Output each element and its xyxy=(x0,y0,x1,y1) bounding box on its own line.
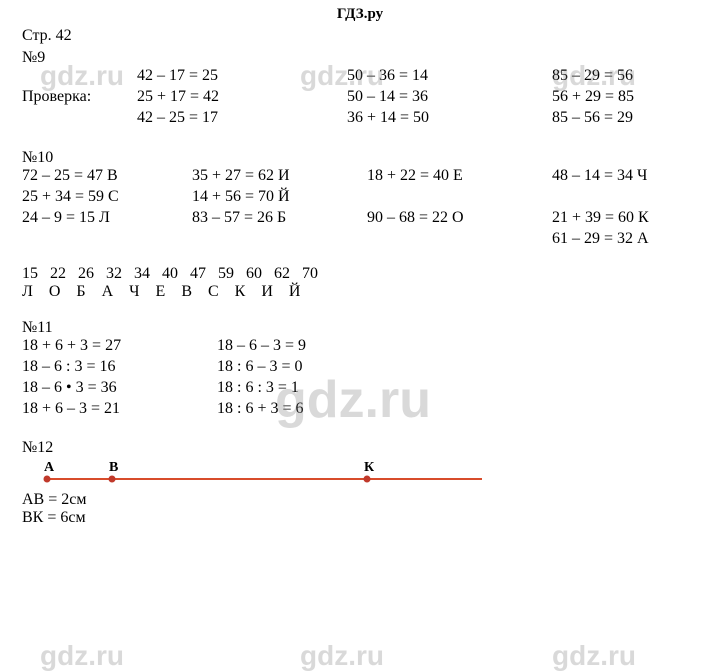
task11-eqn: 18 – 6 • 3 = 36 xyxy=(22,379,117,397)
task10-eqn: 24 – 9 = 15 Л xyxy=(22,209,110,227)
page-content: Стр. 42 №9 Проверка: 42 – 17 = 25 25 + 17… xyxy=(0,27,720,527)
line-point-label: К xyxy=(364,460,375,475)
watermark: gdz.ru xyxy=(552,640,636,672)
task11-eqn: 18 : 6 – 3 = 0 xyxy=(217,358,302,376)
task11-eqn: 18 : 6 : 3 = 1 xyxy=(217,379,299,397)
task12-figure: АВК xyxy=(22,457,698,489)
line-point xyxy=(364,476,371,483)
task12-measure-ab: АВ = 2см xyxy=(22,491,698,509)
task10-eqn: 18 + 22 = 40 Е xyxy=(367,167,463,185)
line-point-label: В xyxy=(109,460,118,475)
task10-number: №10 xyxy=(22,149,698,167)
task10-letters-row: Л О Б А Ч Е В С К И Й xyxy=(22,283,698,301)
task9-eqn: 42 – 25 = 17 xyxy=(137,109,218,127)
page-reference: Стр. 42 xyxy=(22,27,698,45)
task10-eqn: 21 + 39 = 60 К xyxy=(552,209,649,227)
task10-grid: 72 – 25 = 47 В 35 + 27 = 62 И 18 + 22 = 40… xyxy=(22,167,698,251)
task9-eqn: 50 – 36 = 14 xyxy=(347,67,428,85)
task11-number: №11 xyxy=(22,319,698,337)
task11-eqn: 18 – 6 : 3 = 16 xyxy=(22,358,115,376)
task9-eqn: 56 + 29 = 85 xyxy=(552,88,634,106)
task12-number: №12 xyxy=(22,439,698,457)
task11-eqn: 18 – 6 – 3 = 9 xyxy=(217,337,306,355)
task11-eqn: 18 : 6 + 3 = 6 xyxy=(217,400,304,418)
line-point-label: А xyxy=(44,460,55,475)
task10-numbers-row: 15 22 26 32 34 40 47 59 60 62 70 xyxy=(22,265,698,283)
task10-eqn: 90 – 68 = 22 О xyxy=(367,209,464,227)
task10-eqn: 61 – 29 = 32 А xyxy=(552,230,649,248)
task9-body: Проверка: 42 – 17 = 25 25 + 17 = 42 42 – 2… xyxy=(22,67,698,131)
task9-number: №9 xyxy=(22,49,698,67)
task11-eqn: 18 + 6 – 3 = 21 xyxy=(22,400,120,418)
task9-eqn: 85 – 29 = 56 xyxy=(552,67,633,85)
task9-eqn: 25 + 17 = 42 xyxy=(137,88,219,106)
task9-eqn: 42 – 17 = 25 xyxy=(137,67,218,85)
watermark: gdz.ru xyxy=(300,640,384,672)
line-point xyxy=(109,476,116,483)
task10-eqn: 72 – 25 = 47 В xyxy=(22,167,118,185)
task12-measure-bk: ВК = 6см xyxy=(22,509,698,527)
line-point xyxy=(44,476,51,483)
task10-eqn: 83 – 57 = 26 Б xyxy=(192,209,286,227)
task9-check-label: Проверка: xyxy=(22,88,91,106)
task9-eqn: 85 – 56 = 29 xyxy=(552,109,633,127)
site-header: ГДЗ.ру xyxy=(0,0,720,25)
task9-eqn: 50 – 14 = 36 xyxy=(347,88,428,106)
task10-eqn: 14 + 56 = 70 Й xyxy=(192,188,290,206)
task9-eqn: 36 + 14 = 50 xyxy=(347,109,429,127)
task11-body: 18 + 6 + 3 = 27 18 – 6 : 3 = 16 18 – 6 • 3… xyxy=(22,337,698,421)
watermark: gdz.ru xyxy=(40,640,124,672)
task10-eqn: 48 – 14 = 34 Ч xyxy=(552,167,647,185)
task11-eqn: 18 + 6 + 3 = 27 xyxy=(22,337,121,355)
task10-eqn: 35 + 27 = 62 И xyxy=(192,167,290,185)
task10-eqn: 25 + 34 = 59 С xyxy=(22,188,119,206)
